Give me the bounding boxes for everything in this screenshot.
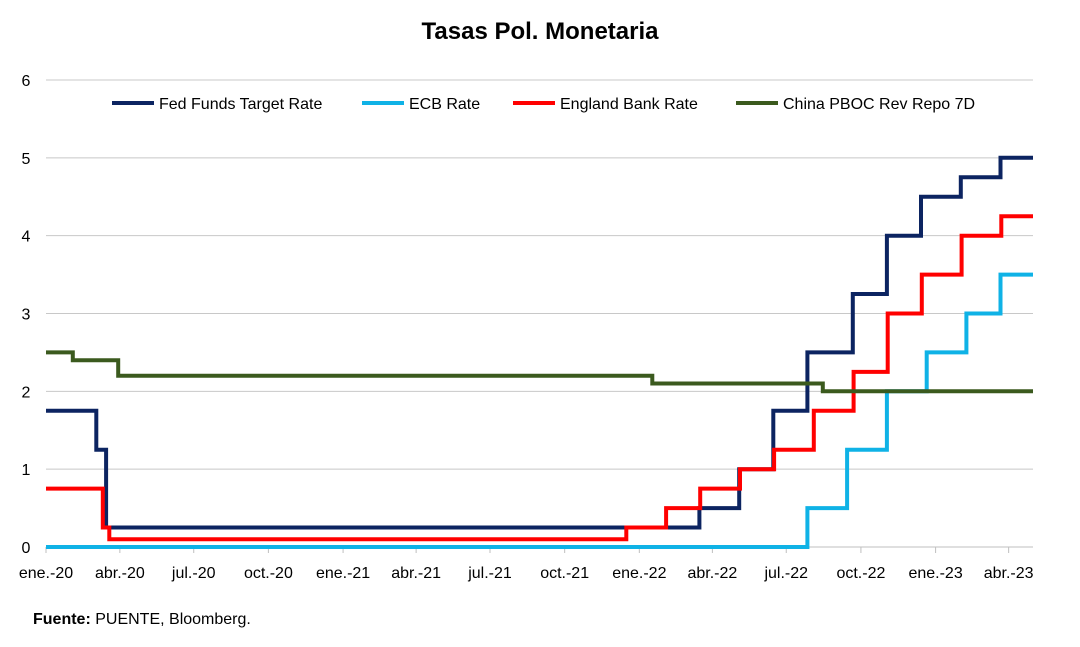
x-tick-label: ene.-21 (316, 565, 370, 582)
y-tick-label: 1 (22, 462, 31, 479)
x-tick-label: abr.-22 (687, 565, 737, 582)
x-tick-label: abr.-21 (391, 565, 441, 582)
source-label: Fuente: (33, 611, 91, 628)
y-tick-label: 5 (22, 151, 31, 168)
series-lines (46, 155, 1033, 549)
x-tick-label: ene.-23 (908, 565, 962, 582)
x-tick-label: oct.-22 (836, 565, 885, 582)
series-line-china-pboc-rev-repo-7d (46, 350, 1033, 394)
y-tick-label: 6 (22, 73, 31, 90)
y-tick-label: 2 (22, 384, 31, 401)
y-tick-label: 4 (22, 229, 31, 246)
x-tick-label: abr.-23 (984, 565, 1034, 582)
x-tick-label: jul.-20 (171, 565, 216, 582)
x-tick-label: jul.-22 (763, 565, 808, 582)
source-text: PUENTE, Bloomberg. (90, 611, 251, 628)
source-note: Fuente: PUENTE, Bloomberg. (33, 611, 251, 629)
gridlines (46, 79, 1033, 470)
y-tick-label: 3 (22, 307, 31, 324)
x-tick-label: ene.-20 (19, 565, 73, 582)
series-line-fed-funds-target-rate (46, 155, 1033, 530)
legend-item: ECB Rate (362, 96, 480, 113)
legend-label: England Bank Rate (560, 96, 698, 113)
x-tick-label: oct.-21 (540, 565, 589, 582)
series-line-england-bank-rate (46, 214, 1033, 542)
legend-label: Fed Funds Target Rate (159, 96, 322, 113)
y-tick-label: 0 (22, 540, 31, 557)
legend: Fed Funds Target Rate ECB Rate England Ban… (112, 96, 975, 113)
series-line-ecb-rate (46, 272, 1033, 549)
x-tick-label: abr.-20 (95, 565, 145, 582)
legend-item: Fed Funds Target Rate (112, 96, 322, 113)
x-tick-label: oct.-20 (244, 565, 293, 582)
axes: 0 1 2 3 4 5 6 ene.-20 abr.-20 jul.-20 oct.-20 ene.-… (19, 73, 1034, 582)
x-tick-label: ene.-22 (612, 565, 666, 582)
legend-label: China PBOC Rev Repo 7D (783, 96, 975, 113)
legend-item: England Bank Rate (513, 96, 698, 113)
legend-label: ECB Rate (409, 96, 480, 113)
x-tick-label: jul.-21 (467, 565, 512, 582)
chart-title: Tasas Pol. Monetaria (421, 18, 659, 45)
legend-item: China PBOC Rev Repo 7D (736, 96, 975, 113)
